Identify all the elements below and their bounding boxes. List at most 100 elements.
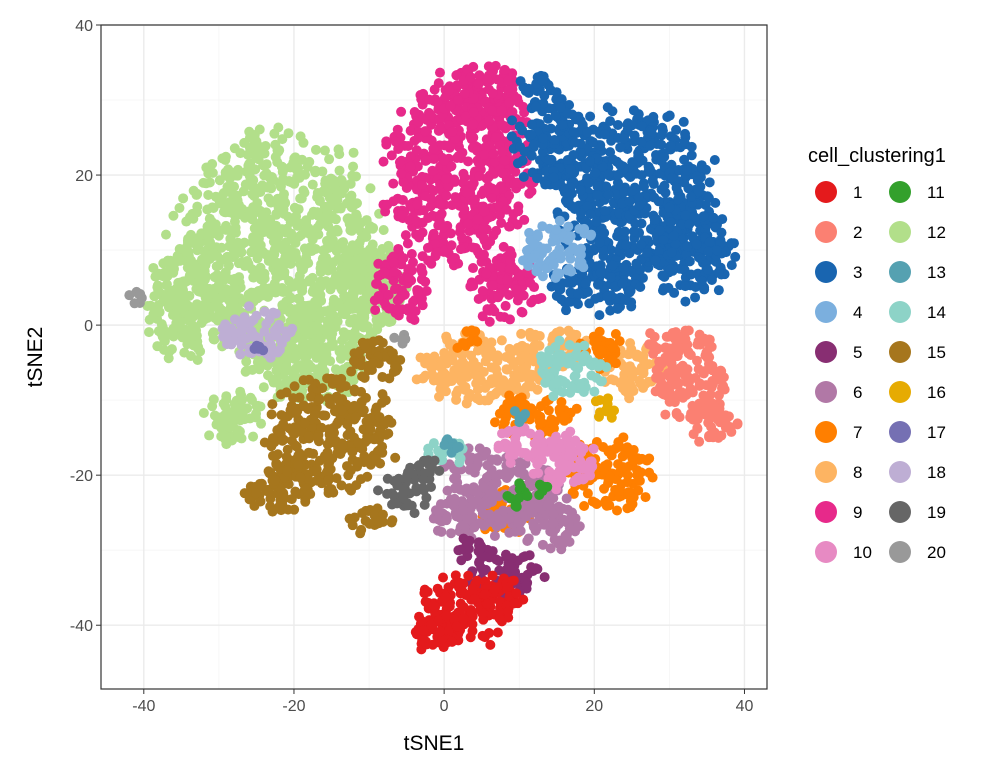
point-cluster-4 <box>551 224 562 235</box>
point-cluster-2 <box>659 381 670 392</box>
point-cluster-2 <box>680 334 691 345</box>
point-cluster-12 <box>273 122 284 133</box>
point-cluster-7 <box>499 417 510 428</box>
point-cluster-7 <box>571 403 582 414</box>
point-cluster-12 <box>222 251 233 262</box>
point-cluster-3 <box>671 124 682 135</box>
point-cluster-6 <box>474 443 485 454</box>
point-cluster-7 <box>622 470 633 481</box>
point-cluster-12 <box>297 154 308 165</box>
point-cluster-3 <box>638 181 649 192</box>
point-cluster-15 <box>372 516 383 527</box>
point-cluster-3 <box>680 210 691 221</box>
point-cluster-3 <box>659 152 670 163</box>
point-cluster-3 <box>680 281 691 292</box>
point-cluster-12 <box>332 316 343 327</box>
point-cluster-8 <box>451 388 462 399</box>
point-cluster-12 <box>343 213 354 224</box>
point-cluster-3 <box>713 285 724 296</box>
point-cluster-9 <box>504 221 515 232</box>
point-cluster-15 <box>277 435 288 446</box>
point-cluster-3 <box>580 278 591 289</box>
point-cluster-12 <box>374 251 385 262</box>
point-cluster-9 <box>455 244 466 255</box>
point-cluster-15 <box>348 355 359 366</box>
point-cluster-9 <box>465 132 476 143</box>
point-cluster-6 <box>489 531 500 542</box>
point-cluster-9 <box>411 145 422 156</box>
point-cluster-12 <box>378 225 389 236</box>
point-cluster-12 <box>161 229 172 240</box>
point-cluster-12 <box>331 224 342 235</box>
point-cluster-12 <box>271 365 282 376</box>
point-cluster-15 <box>390 452 401 463</box>
point-cluster-2 <box>694 436 705 447</box>
point-cluster-12 <box>259 214 270 225</box>
point-cluster-12 <box>347 314 358 325</box>
point-cluster-3 <box>653 196 664 207</box>
point-cluster-15 <box>357 508 368 519</box>
point-cluster-3 <box>592 190 603 201</box>
point-cluster-9 <box>451 153 462 164</box>
point-cluster-12 <box>277 283 288 294</box>
point-cluster-9 <box>491 225 502 236</box>
point-cluster-12 <box>312 222 323 233</box>
point-cluster-8 <box>417 373 428 384</box>
point-cluster-3 <box>520 85 531 96</box>
point-cluster-3 <box>565 164 576 175</box>
point-cluster-9 <box>392 304 403 315</box>
point-cluster-6 <box>498 505 509 516</box>
point-cluster-9 <box>414 229 425 240</box>
point-cluster-12 <box>384 317 395 328</box>
point-cluster-9 <box>386 150 397 161</box>
point-cluster-6 <box>515 525 526 536</box>
point-cluster-9 <box>388 178 399 189</box>
point-cluster-9 <box>398 253 409 264</box>
cluster-9-points <box>369 60 547 327</box>
point-cluster-12 <box>372 313 383 324</box>
point-cluster-6 <box>514 463 525 474</box>
point-cluster-12 <box>324 201 335 212</box>
point-cluster-12 <box>189 330 200 341</box>
point-cluster-9 <box>441 190 452 201</box>
point-cluster-12 <box>216 422 227 433</box>
point-cluster-3 <box>642 247 653 258</box>
point-cluster-8 <box>480 382 491 393</box>
point-cluster-12 <box>199 314 210 325</box>
point-cluster-12 <box>270 139 281 150</box>
point-cluster-9 <box>529 282 540 293</box>
point-cluster-7 <box>622 442 633 453</box>
point-cluster-3 <box>544 154 555 165</box>
point-cluster-8 <box>461 398 472 409</box>
point-cluster-15 <box>369 434 380 445</box>
point-cluster-3 <box>557 119 568 130</box>
point-cluster-3 <box>619 226 630 237</box>
point-cluster-2 <box>692 414 703 425</box>
point-cluster-12 <box>210 227 221 238</box>
point-cluster-9 <box>428 185 439 196</box>
point-cluster-9 <box>473 294 484 305</box>
point-cluster-7 <box>625 496 636 507</box>
point-cluster-12 <box>190 239 201 250</box>
point-cluster-12 <box>261 159 272 170</box>
point-cluster-15 <box>289 381 300 392</box>
point-cluster-3 <box>704 236 715 247</box>
point-cluster-9 <box>421 155 432 166</box>
point-cluster-9 <box>420 276 431 287</box>
point-cluster-9 <box>405 161 416 172</box>
point-cluster-12 <box>224 197 235 208</box>
point-cluster-3 <box>706 274 717 285</box>
point-cluster-3 <box>590 167 601 178</box>
point-cluster-9 <box>476 189 487 200</box>
point-cluster-9 <box>439 155 450 166</box>
point-cluster-9 <box>434 67 445 78</box>
point-cluster-12 <box>167 285 178 296</box>
point-cluster-8 <box>635 365 646 376</box>
point-cluster-3 <box>595 267 606 278</box>
point-cluster-12 <box>275 240 286 251</box>
point-cluster-12 <box>258 382 269 393</box>
point-cluster-12 <box>160 294 171 305</box>
point-cluster-12 <box>176 277 187 288</box>
point-cluster-3 <box>585 156 596 167</box>
point-cluster-3 <box>703 246 714 257</box>
